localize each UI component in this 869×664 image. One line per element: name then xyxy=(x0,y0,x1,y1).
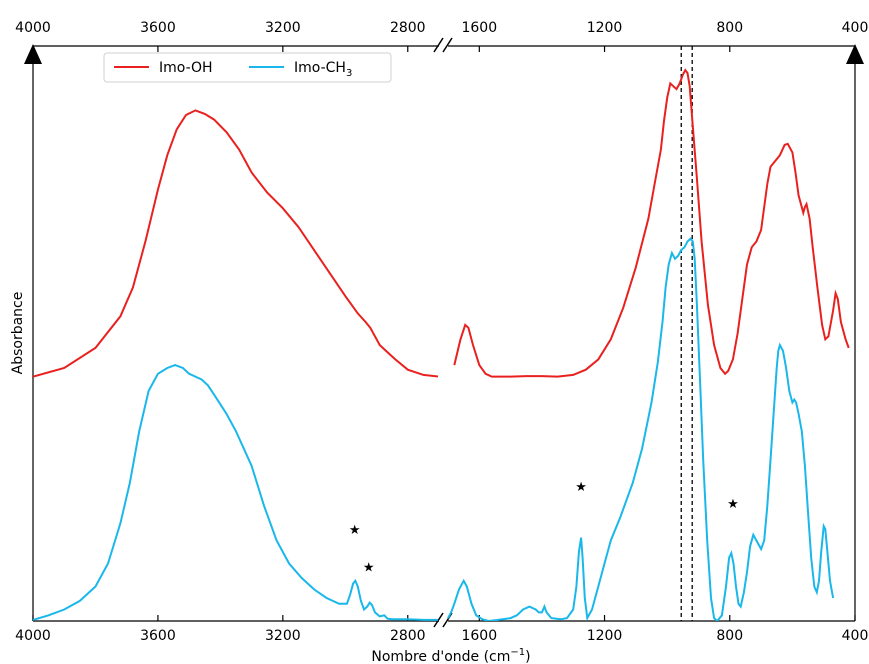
top-tick-label-3600: 3600 xyxy=(140,20,176,36)
dashed-reference-lines xyxy=(680,46,693,621)
series-imo-ch3-right xyxy=(447,237,835,621)
star-marker-1: ★ xyxy=(349,523,361,538)
series-lines xyxy=(33,68,850,621)
top-tick-label-3200: 3200 xyxy=(265,20,301,36)
legend-imo-oh-label: Imo-OH xyxy=(159,60,213,76)
bottom-tick-label-3200: 3200 xyxy=(265,628,301,644)
y-axis-label: Absorbance xyxy=(10,292,26,375)
bottom-tick-label-3600: 3600 xyxy=(140,628,176,644)
top-tick-label-4000: 4000 xyxy=(15,20,51,36)
bottom-tick-label-4000: 4000 xyxy=(15,628,51,644)
bottom-tick-label-2800: 2800 xyxy=(390,628,426,644)
x-axis-label: Nombre d'onde (cm−1) xyxy=(371,647,530,664)
star-marker-3: ★ xyxy=(575,480,587,495)
axis-ticks: 4000 3600 3200 2800 1600 1200 800 400 4000 3600 32… xyxy=(15,20,868,644)
axis-break-bottom-1 xyxy=(433,612,444,628)
left-axis-arrow xyxy=(24,44,42,64)
legend: Imo-OH Imo-CH3 xyxy=(103,52,392,83)
series-imo-ch3-left xyxy=(33,364,438,621)
legend-box xyxy=(103,52,392,83)
axis-break-top-2 xyxy=(442,37,453,53)
star-markers: ★ ★ ★ ★ xyxy=(349,480,739,576)
top-tick-label-400: 400 xyxy=(842,20,869,36)
top-tick-label-1200: 1200 xyxy=(587,20,623,36)
top-tick-label-2800: 2800 xyxy=(390,20,426,36)
axis-break-top-1 xyxy=(433,37,444,53)
top-tick-label-1600: 1600 xyxy=(461,20,497,36)
top-tick-label-800: 800 xyxy=(716,20,743,36)
bottom-tick-label-800: 800 xyxy=(716,628,743,644)
star-marker-4: ★ xyxy=(727,497,739,512)
star-marker-2: ★ xyxy=(363,560,375,575)
plot-frame xyxy=(32,45,856,622)
axis-break-marks xyxy=(433,37,453,628)
series-imo-oh-left xyxy=(33,109,438,378)
right-axis-arrow xyxy=(846,44,864,64)
legend-imo-ch3-label: Imo-CH3 xyxy=(294,60,352,79)
bottom-tick-label-1200: 1200 xyxy=(587,628,623,644)
bottom-tick-label-400: 400 xyxy=(842,628,869,644)
series-imo-oh-right xyxy=(453,68,850,378)
bottom-tick-label-1600: 1600 xyxy=(461,628,497,644)
